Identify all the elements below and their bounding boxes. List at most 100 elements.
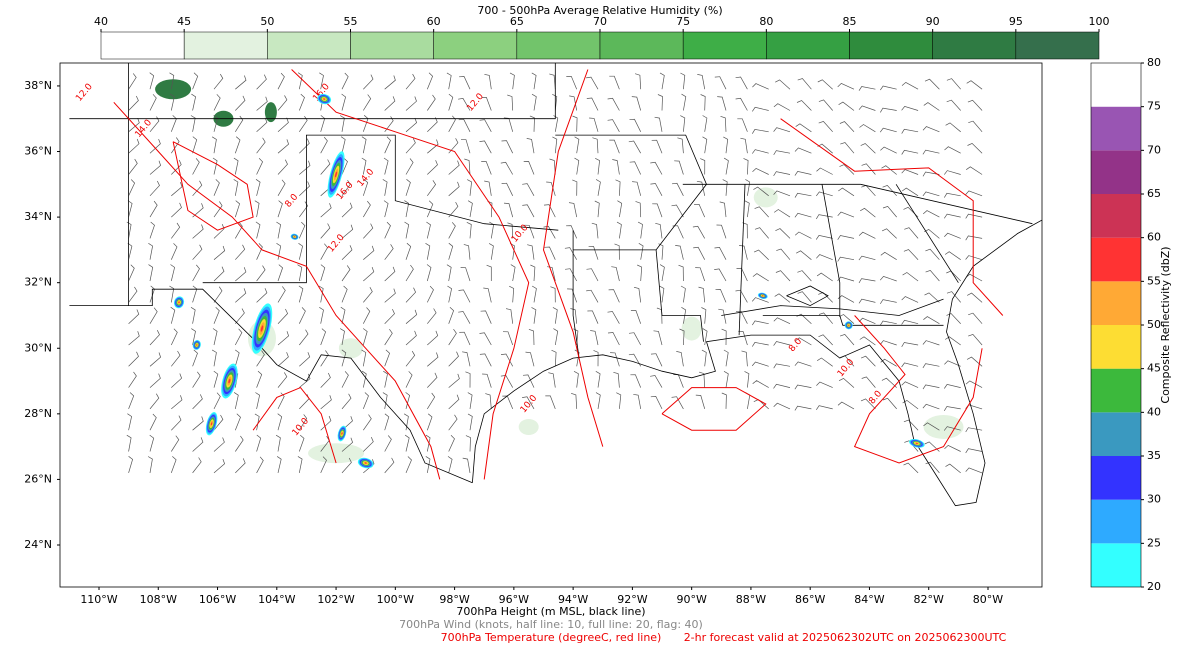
wind-barb	[341, 202, 353, 218]
wind-barb	[588, 245, 599, 260]
wind-barb	[632, 181, 642, 196]
lon-tick-label: 108°W	[140, 593, 177, 606]
wind-barb	[341, 265, 351, 282]
reflectivity-cell	[335, 171, 338, 178]
wind-barb	[277, 139, 290, 154]
temperature-contour	[252, 386, 337, 464]
rh-tick-label: 85	[843, 15, 857, 28]
valid-caption: 2-hr forecast valid at 2025062302UTC on …	[684, 631, 1007, 644]
wind-barb	[171, 202, 182, 218]
wind-barb	[277, 179, 286, 196]
temperature-contour	[542, 69, 604, 447]
wind-barb	[586, 268, 599, 282]
wind-barb	[880, 251, 897, 260]
wind-barb	[149, 373, 161, 388]
wind-barb	[384, 221, 391, 239]
wind-barb	[859, 336, 876, 346]
wind-barb	[128, 179, 136, 196]
wind-barb	[903, 419, 919, 431]
wind-barb	[701, 307, 707, 324]
rh-colorbar-segment	[599, 31, 684, 60]
rh-colorbar-segment	[766, 31, 850, 60]
wind-barb	[967, 99, 983, 111]
wind-barb	[717, 96, 727, 111]
wind-barb	[922, 191, 940, 197]
wind-barb	[945, 336, 961, 346]
wind-barb	[672, 225, 684, 239]
wind-barb	[723, 349, 729, 367]
wind-barb	[213, 245, 226, 260]
wind-barb	[448, 115, 456, 132]
wind-barb	[944, 251, 961, 260]
wind-barb	[277, 95, 288, 111]
wind-barb	[149, 180, 160, 197]
wind-barb	[965, 380, 983, 388]
wind-barb	[213, 437, 225, 452]
wind-barb	[612, 159, 620, 175]
rh-tick-label: 65	[510, 15, 524, 28]
wind-barb	[509, 285, 515, 303]
wind-barb	[256, 370, 263, 388]
wind-barb	[654, 116, 663, 132]
wind-barb	[149, 221, 155, 239]
wind-barb	[776, 248, 791, 260]
wind-barb	[426, 200, 434, 218]
wind-barb	[213, 286, 223, 303]
wind-barb	[277, 264, 284, 282]
wind-barb	[192, 224, 204, 239]
wind-barb	[299, 138, 310, 154]
wind-barb	[233, 392, 239, 409]
wind-barb	[773, 317, 791, 325]
wind-barb	[773, 209, 791, 218]
wind-barb	[607, 311, 620, 324]
wind-barb	[773, 383, 791, 389]
wind-barb	[500, 353, 514, 367]
wind-barb	[362, 392, 369, 410]
wind-barb	[902, 272, 919, 282]
wind-barb	[149, 138, 161, 154]
wind-barb	[655, 222, 663, 239]
wind-barb	[531, 72, 537, 90]
wind-barb	[277, 308, 289, 324]
boundary-line	[472, 219, 1042, 507]
wind-barb	[501, 140, 514, 154]
wind-barb	[169, 72, 175, 90]
wind-barb	[773, 363, 791, 369]
wind-barb	[523, 161, 535, 175]
rh-colorbar-segment	[350, 31, 434, 60]
wind-barb	[565, 268, 578, 282]
wind-barb	[631, 96, 642, 111]
temperature-contour	[853, 315, 983, 464]
wind-barb	[341, 437, 354, 452]
wind-barb	[235, 308, 245, 324]
wind-barb	[363, 74, 374, 90]
wind-barb	[256, 288, 268, 303]
wind-barb	[149, 330, 160, 346]
wind-barb	[651, 139, 663, 154]
refl-tick-label: 30	[1147, 493, 1161, 506]
wind-barb	[752, 83, 769, 90]
wind-barb	[637, 221, 643, 239]
wind-barb	[752, 320, 769, 326]
wind-barb	[837, 295, 855, 303]
wind-barb	[320, 159, 331, 175]
wind-barb	[169, 93, 175, 111]
refl-tick-label: 65	[1147, 187, 1161, 200]
wind-barb	[213, 179, 220, 196]
wind-barb	[968, 333, 983, 346]
wind-barb	[256, 434, 262, 452]
wind-barb	[235, 435, 244, 452]
wind-barb	[680, 285, 686, 303]
wind-barb	[479, 119, 492, 132]
wind-barb	[341, 457, 352, 474]
wind-barb	[966, 80, 983, 90]
wind-barb	[458, 98, 471, 111]
wind-barb	[570, 308, 578, 324]
wind-barb	[652, 203, 663, 218]
wind-barb	[448, 222, 456, 239]
wind-barb	[859, 124, 876, 133]
wind-barb	[522, 396, 535, 410]
wind-barb	[861, 163, 876, 175]
wind-barb	[901, 105, 919, 111]
wind-barb	[817, 143, 833, 154]
